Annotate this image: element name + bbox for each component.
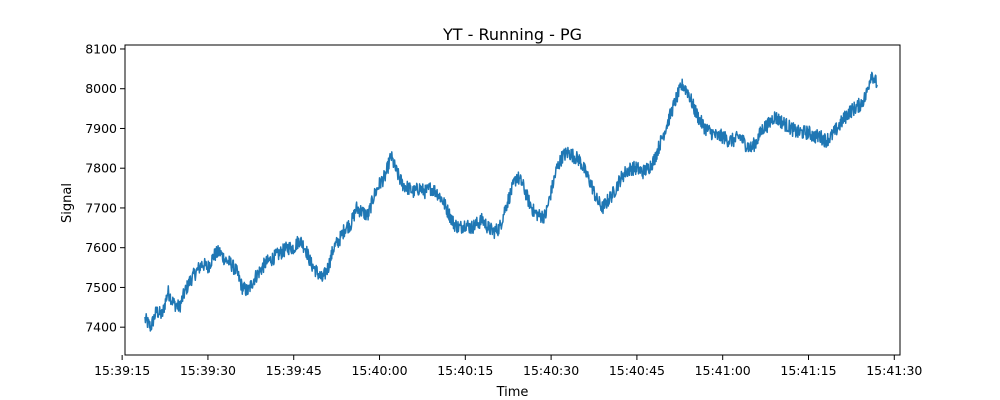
y-tick-label: 7900	[85, 121, 117, 136]
y-tick-label: 7800	[85, 161, 117, 176]
x-tick-label: 15:41:30	[866, 363, 922, 378]
x-tick-label: 15:40:00	[351, 363, 407, 378]
y-tick-label: 7500	[85, 280, 117, 295]
x-tick-label: 15:41:00	[695, 363, 751, 378]
series-layer	[144, 71, 878, 332]
x-tick-label: 15:39:15	[94, 363, 150, 378]
y-axis-label: Signal	[60, 183, 75, 223]
y-tick-label: 8000	[85, 81, 117, 96]
series-group	[144, 71, 878, 332]
x-tick-label: 15:41:15	[780, 363, 836, 378]
y-tick-label: 7600	[85, 240, 117, 255]
axes-layer: 7400 7500 7600 7700 7800 7900 8000 8100 15:39:15…	[85, 41, 922, 378]
x-tick-label: 15:40:30	[523, 363, 579, 378]
series-line	[144, 71, 878, 332]
chart-title: YT - Running - PG	[442, 25, 582, 44]
x-tick-label: 15:39:45	[266, 363, 322, 378]
x-tick-label: 15:39:30	[180, 363, 236, 378]
x-axis-label: Time	[496, 385, 529, 400]
y-tick-label: 7400	[85, 320, 117, 335]
plot-frame	[124, 44, 901, 356]
x-tick-label: 15:40:15	[437, 363, 493, 378]
x-tick-label: 15:40:45	[609, 363, 665, 378]
y-tick-label: 8100	[85, 41, 117, 56]
y-tick-label: 7700	[85, 200, 117, 215]
